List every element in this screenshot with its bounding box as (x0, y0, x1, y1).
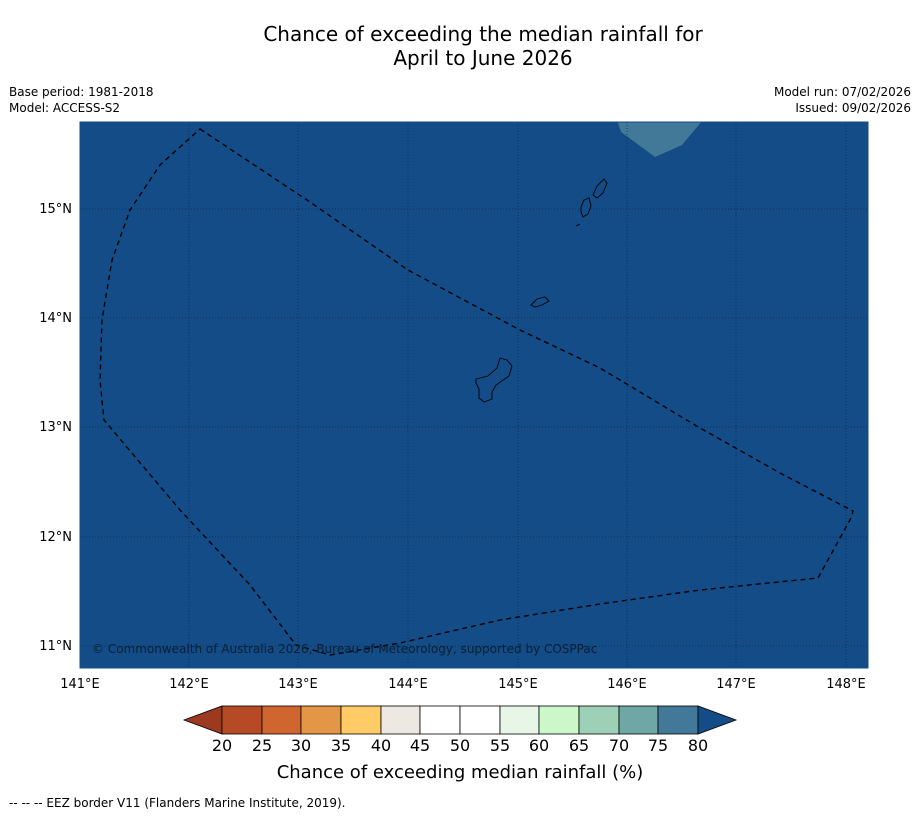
lon-label-145: 145°E (498, 677, 538, 692)
model-name: Model: ACCESS-S2 (9, 101, 121, 115)
colorbar-tick-60: 60 (529, 736, 549, 755)
lon-label-142: 142°E (169, 677, 209, 692)
colorbar-tick-20: 20 (212, 736, 232, 755)
lat-label-15: 15°N (39, 202, 72, 217)
colorbar-tick-35: 35 (331, 736, 351, 755)
lon-label-148: 148°E (826, 677, 866, 692)
eez-border (99, 128, 854, 656)
lat-label-13: 13°N (39, 420, 72, 435)
colorbar-bin-65-70 (578, 705, 620, 735)
colorbar-extend-low (182, 705, 223, 735)
colorbar-tick-40: 40 (371, 736, 391, 755)
colorbar-bin-50-55 (459, 705, 501, 735)
colorbar-extend-high (697, 705, 738, 735)
colorbar-bin-30-35 (300, 705, 342, 735)
colorbar-tick-25: 25 (252, 736, 272, 755)
colorbar-bin-25-30 (261, 705, 302, 735)
colorbar-tick-30: 30 (291, 736, 311, 755)
colorbar-bin-75-80 (657, 705, 699, 735)
colorbar-tick-80: 80 (688, 736, 708, 755)
lon-label-144: 144°E (388, 677, 428, 692)
issued-date: Issued: 09/02/2026 (795, 101, 911, 115)
lon-label-146: 146°E (607, 677, 647, 692)
colorbar-bin-20-25 (221, 705, 263, 735)
island-tinian (580, 197, 592, 218)
meta-right: Model run: 07/02/2026 Issued: 09/02/2026 (774, 84, 911, 116)
chart-title: Chance of exceeding the median rainfall … (0, 22, 919, 70)
colorbar-tick-45: 45 (410, 736, 430, 755)
lon-label-147: 147°E (716, 677, 756, 692)
island-guam (475, 357, 513, 403)
colorbar-tick-55: 55 (490, 736, 510, 755)
lat-labels: 15°N 14°N 13°N 12°N 11°N (39, 202, 72, 654)
island-rota (530, 296, 550, 308)
forecast-patch-70-75 (617, 122, 702, 157)
forecast-field (80, 122, 868, 668)
lat-label-11: 11°N (39, 639, 72, 654)
lat-label-14: 14°N (39, 311, 72, 326)
colorbar (182, 705, 738, 735)
island-aguijan (575, 223, 581, 227)
eez-footnote: -- -- -- EEZ border V11 (Flanders Marine… (9, 796, 346, 810)
colorbar-tick-65: 65 (569, 736, 589, 755)
colorbar-label: Chance of exceeding median rainfall (%) (277, 762, 644, 783)
graticule (80, 122, 868, 668)
colorbar-tick-50: 50 (450, 736, 470, 755)
colorbar-bin-40-45 (380, 705, 421, 735)
colorbar-tick-70: 70 (609, 736, 629, 755)
lat-label-12: 12°N (39, 530, 72, 545)
colorbar-bin-45-50 (419, 705, 461, 735)
meta-left: Base period: 1981-2018 Model: ACCESS-S2 (9, 84, 154, 116)
lon-labels: 141°E 142°E 143°E 144°E 145°E 146°E 147°… (60, 677, 866, 692)
title-line-1: Chance of exceeding the median rainfall … (263, 22, 703, 46)
islands (475, 178, 608, 403)
lon-label-143: 143°E (278, 677, 318, 692)
lon-label-141: 141°E (60, 677, 100, 692)
model-run: Model run: 07/02/2026 (773, 85, 911, 99)
base-period: Base period: 1981-2018 (9, 85, 154, 99)
colorbar-bin-60-65 (538, 705, 580, 735)
map-frame (79, 121, 869, 669)
colorbar-bin-55-60 (499, 705, 540, 735)
colorbar-ticks: 20 25 30 35 40 45 50 55 60 65 70 75 80 (212, 736, 708, 755)
colorbar-bin-35-40 (340, 705, 382, 735)
colorbar-bin-70-75 (618, 705, 659, 735)
copyright-notice: © Commonwealth of Australia 2026, Bureau… (92, 642, 597, 656)
colorbar-tick-75: 75 (648, 736, 668, 755)
title-line-2: April to June 2026 (393, 46, 573, 70)
island-saipan (592, 178, 608, 199)
